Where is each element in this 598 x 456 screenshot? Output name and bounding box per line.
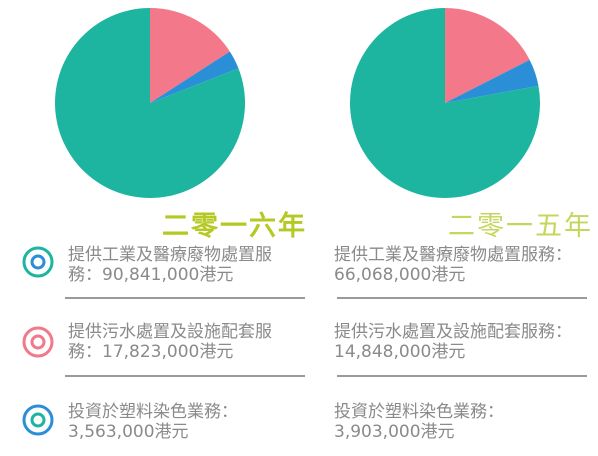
legend-text: 提供工業及醫療廢物處置服務：90,841,000港元 (68, 245, 293, 285)
separator (337, 297, 587, 299)
value-label: 17,823,000港元 (102, 342, 233, 362)
separator (337, 375, 587, 377)
category-label: 提供污水處置及設施配套服務： (334, 322, 572, 342)
value-label: 90,841,000港元 (102, 265, 233, 285)
legend-text: 投資於塑料染色業務：3,563,000港元 (68, 402, 298, 442)
legend-text: 提供工業及醫療廢物處置服務：66,068,000港元 (334, 245, 584, 285)
value-label: 66,068,000港元 (334, 265, 465, 285)
value-label: 14,848,000港元 (334, 342, 465, 362)
value-label: 3,903,000港元 (334, 422, 455, 442)
icon (24, 248, 52, 434)
category-label: 投資於塑料染色業務： (68, 402, 238, 422)
chart-title: 二零一五年 (448, 204, 593, 243)
infographic: 二零一六年 二零一五年 提供工業及醫療廢物處置服務：90,841,000港元提供… (0, 0, 598, 456)
legend-text: 投資於塑料染色業務：3,903,000港元 (334, 402, 564, 442)
separator (65, 297, 305, 299)
category-label: 投資於塑料染色業務： (334, 402, 504, 422)
separator (65, 375, 305, 377)
category-label: 提供工業及醫療廢物處置服務： (334, 245, 572, 265)
chart-title: 二零一六年 (162, 204, 307, 243)
legend-text: 提供污水處置及設施配套服務：14,848,000港元 (334, 322, 594, 362)
value-label: 3,563,000港元 (68, 422, 189, 442)
legend-text: 提供污水處置及設施配套服務：17,823,000港元 (68, 322, 293, 362)
